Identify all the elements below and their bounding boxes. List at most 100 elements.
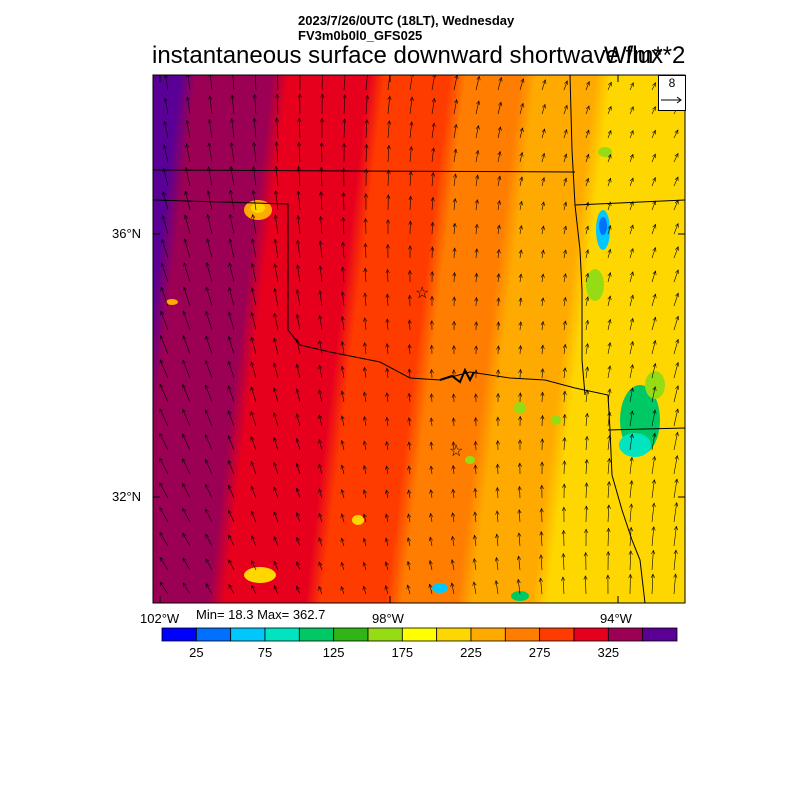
wind-arrow xyxy=(607,154,612,163)
wind-arrow xyxy=(607,504,610,523)
wind-arrowhead xyxy=(363,193,368,198)
wind-arrow xyxy=(451,583,455,595)
wind-arrow xyxy=(186,120,191,139)
wind-arrow xyxy=(341,440,345,451)
wind-arrowhead xyxy=(517,485,522,491)
wind-arrowhead xyxy=(496,345,501,350)
wind-arrowhead xyxy=(584,528,589,534)
wind-arrow xyxy=(274,239,279,259)
wind-arrowhead xyxy=(250,485,255,491)
wind-arrow xyxy=(205,509,213,523)
wind-arrowhead xyxy=(651,502,656,508)
wind-arrow xyxy=(161,263,169,283)
wind-arrowhead xyxy=(517,532,522,537)
wind-arrowhead xyxy=(562,460,567,465)
wind-arrowhead xyxy=(273,536,278,541)
wind-arrow xyxy=(607,249,611,259)
wind-arrowhead xyxy=(182,433,186,438)
wind-arrow xyxy=(273,487,279,499)
wind-arrow xyxy=(296,561,301,571)
wind-arrowhead xyxy=(519,151,524,157)
wind-arrowhead xyxy=(474,248,479,253)
wind-arrowhead xyxy=(452,247,457,252)
wind-arrowhead xyxy=(341,192,346,197)
wind-arrow xyxy=(496,534,499,547)
wind-arrow xyxy=(651,340,656,355)
wind-arrow xyxy=(519,201,522,211)
wind-arrowhead xyxy=(431,97,436,103)
wind-arrow xyxy=(343,192,345,211)
wind-arrowhead xyxy=(185,96,190,101)
wind-arrowhead xyxy=(384,585,389,590)
wind-arrow xyxy=(541,201,545,211)
wind-arrowhead xyxy=(407,319,412,324)
wind-arrowhead xyxy=(428,536,433,542)
wind-arrowhead xyxy=(563,177,568,183)
wind-arrow xyxy=(228,311,235,331)
wind-arrowhead xyxy=(494,580,499,585)
wind-arrow xyxy=(585,249,589,259)
wind-arrowhead xyxy=(474,345,479,350)
state-boundaries xyxy=(153,75,685,603)
wind-arrowhead xyxy=(182,458,186,463)
wind-arrowhead xyxy=(230,94,235,100)
wind-arrow xyxy=(228,336,235,355)
wind-arrow xyxy=(651,270,656,283)
wind-arrowhead xyxy=(674,431,679,437)
wind-arrowhead xyxy=(516,555,521,561)
wind-arrow xyxy=(164,121,169,139)
wind-arrowhead xyxy=(362,416,367,421)
wind-arrow xyxy=(251,312,257,331)
wind-arrowhead xyxy=(429,465,434,470)
wind-arrowhead xyxy=(362,513,367,519)
wind-arrowhead xyxy=(540,414,545,420)
wind-arrowhead xyxy=(585,389,589,395)
wind-arrow xyxy=(250,461,257,475)
wind-arrowhead xyxy=(228,286,232,292)
wind-arrowhead xyxy=(585,343,590,348)
wind-arrowhead xyxy=(407,294,412,300)
wind-arrow xyxy=(497,225,500,235)
wind-arrowhead xyxy=(675,269,679,274)
wind-arrow xyxy=(651,130,656,139)
wind-arrow xyxy=(251,560,257,571)
wind-arrow xyxy=(185,191,191,211)
wind-arrowhead xyxy=(453,173,458,178)
wind-arrowhead xyxy=(564,80,568,85)
wind-arrowhead xyxy=(319,191,324,196)
wind-arrow xyxy=(585,459,588,475)
wind-arrowhead xyxy=(629,224,634,230)
wind-arrowhead xyxy=(496,248,501,254)
wind-arrowhead xyxy=(473,511,478,516)
wind-arrow xyxy=(629,527,632,547)
wind-arrowhead xyxy=(607,129,612,135)
wind-arrowhead xyxy=(250,411,255,416)
wind-arrow xyxy=(607,272,611,283)
wind-arrowhead xyxy=(473,416,478,422)
wind-arrow xyxy=(386,318,389,331)
reference-vector-box: 8 xyxy=(658,75,686,111)
wind-arrow xyxy=(453,417,455,427)
wind-arrow xyxy=(250,411,257,427)
wind-arrow xyxy=(540,554,543,571)
wind-arrow xyxy=(607,412,611,427)
wind-arrow xyxy=(273,536,279,547)
wind-arrowhead xyxy=(584,412,589,418)
wind-arrowhead xyxy=(518,345,523,350)
wind-arrowhead xyxy=(476,100,481,105)
wind-arrowhead xyxy=(629,456,634,462)
wind-arrow xyxy=(673,153,679,163)
wind-arrow xyxy=(363,465,367,475)
wind-arrowhead xyxy=(250,460,255,466)
wind-arrow xyxy=(430,513,433,523)
wind-arrowhead xyxy=(228,509,232,515)
wind-arrowhead xyxy=(208,95,213,100)
wind-arrowhead xyxy=(362,561,367,567)
wind-arrowhead xyxy=(651,549,656,555)
wind-arrow xyxy=(497,200,500,211)
wind-arrowhead xyxy=(297,117,302,122)
header-line-1: 2023/7/26/0UTC (18LT), Wednesday xyxy=(298,13,515,28)
wind-arrow xyxy=(563,297,566,307)
wind-arrow xyxy=(209,95,213,115)
wind-arrow xyxy=(385,514,389,523)
